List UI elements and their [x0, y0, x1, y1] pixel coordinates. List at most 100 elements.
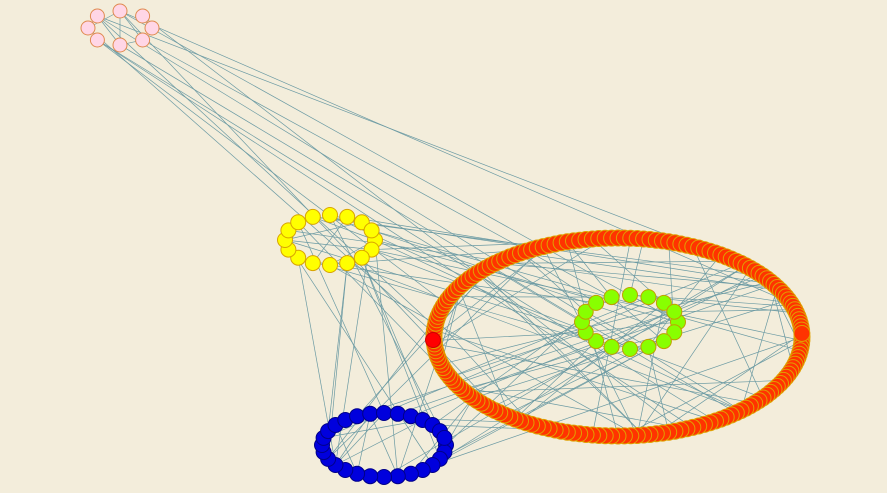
edge: [636, 268, 751, 436]
edge: [648, 346, 670, 433]
edge: [410, 340, 665, 475]
edge: [458, 287, 511, 418]
edge: [432, 265, 746, 466]
edge: [374, 239, 679, 323]
edge: [356, 311, 675, 417]
edge: [611, 296, 665, 342]
yellow-node: [363, 222, 380, 239]
green-node: [577, 303, 594, 320]
blue-node: [389, 468, 406, 485]
edge: [97, 39, 716, 422]
edge: [629, 238, 644, 296]
edge: [356, 413, 371, 474]
edge: [284, 239, 586, 333]
pink-node: [89, 32, 105, 48]
pink-node: [144, 20, 160, 36]
edge: [371, 230, 801, 352]
edge: [514, 340, 597, 420]
edge: [674, 309, 795, 313]
edge: [374, 239, 399, 477]
edge: [629, 294, 794, 307]
blue-node: [362, 405, 379, 422]
blue-node: [349, 408, 366, 425]
edge: [329, 264, 638, 436]
yellow-node: [322, 257, 338, 273]
yellow-node: [353, 249, 370, 266]
edge: [371, 230, 675, 333]
yellow-node: [339, 255, 356, 272]
edge: [458, 386, 687, 430]
edge: [434, 343, 755, 404]
edge: [371, 249, 802, 341]
edge: [374, 239, 742, 411]
green-node: [666, 303, 683, 320]
yellow-node: [322, 207, 338, 223]
edge: [432, 336, 803, 466]
blue-node: [376, 405, 392, 421]
edge: [335, 412, 385, 466]
edge: [433, 244, 550, 338]
green-node: [603, 289, 620, 306]
blue-node: [436, 429, 453, 446]
edge: [585, 311, 649, 348]
edge: [369, 413, 399, 477]
edge: [445, 302, 597, 446]
edge: [119, 10, 792, 304]
green-node: [588, 333, 605, 350]
edge: [312, 216, 376, 241]
pink-node: [89, 8, 105, 24]
green-node: [655, 333, 672, 350]
edge: [449, 296, 649, 378]
yellow-node: [339, 208, 356, 225]
green-node: [640, 289, 657, 306]
edge: [740, 287, 778, 411]
edge: [284, 239, 433, 466]
edge: [449, 331, 586, 378]
blue-node: [389, 405, 406, 422]
edge: [119, 44, 583, 323]
blue-node: [376, 469, 392, 485]
green-node: [655, 294, 672, 311]
edge: [490, 273, 760, 409]
edge: [585, 321, 679, 333]
edge: [347, 262, 742, 411]
green-node: [588, 294, 605, 311]
pink-node: [80, 20, 96, 36]
edge: [284, 221, 362, 241]
edge: [567, 241, 612, 298]
green-node: [603, 338, 620, 355]
pink-node: [112, 3, 128, 19]
green-node: [622, 287, 638, 303]
edge: [335, 413, 371, 466]
yellow-node: [304, 208, 321, 225]
edge: [284, 239, 372, 250]
edge: [461, 331, 675, 390]
selected-node: [425, 332, 441, 348]
edge: [692, 246, 764, 399]
edge: [656, 333, 803, 435]
edge: [520, 252, 586, 312]
edge: [520, 302, 665, 422]
edge: [436, 319, 532, 425]
edge: [636, 302, 665, 436]
yellow-node: [290, 214, 307, 231]
green-node: [666, 324, 683, 341]
pink-node: [112, 37, 128, 53]
yellow-node: [304, 255, 321, 272]
edge: [432, 340, 665, 466]
blue-node: [362, 468, 379, 485]
red-node: [793, 325, 811, 342]
edge: [520, 252, 597, 304]
edge: [327, 263, 348, 432]
blue-node: [402, 465, 419, 482]
edge: [119, 10, 679, 323]
pink-node: [135, 32, 151, 48]
green-node: [622, 341, 638, 357]
edge: [97, 15, 742, 264]
edge: [674, 254, 722, 312]
edge: [329, 214, 445, 439]
edge: [327, 316, 439, 460]
pink-node: [135, 8, 151, 24]
